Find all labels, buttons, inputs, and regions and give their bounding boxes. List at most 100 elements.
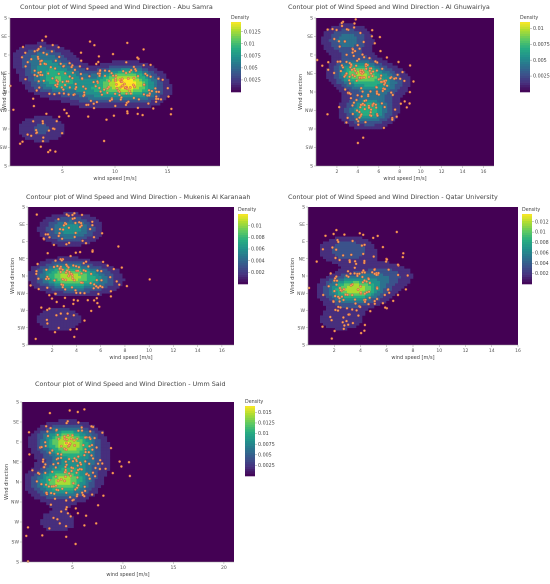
density-cell — [52, 73, 56, 77]
density-cell — [145, 84, 149, 88]
observation-point — [363, 323, 367, 327]
density-cell — [359, 251, 363, 255]
density-cell — [94, 81, 98, 85]
density-cell — [377, 94, 380, 98]
observation-point — [97, 55, 101, 58]
density-cell — [369, 65, 373, 69]
density-cell — [60, 293, 64, 297]
observation-point — [65, 213, 69, 216]
density-cell — [397, 68, 401, 72]
observation-point — [327, 284, 331, 288]
observation-point — [363, 271, 367, 274]
density-cell — [49, 68, 53, 72]
density-cell — [49, 456, 53, 460]
density-cell — [78, 283, 82, 287]
observation-point — [92, 80, 95, 84]
observation-point — [369, 72, 373, 75]
density-cell — [341, 81, 345, 85]
density-cell — [69, 290, 73, 294]
density-cell — [166, 89, 170, 93]
density-cell — [61, 476, 65, 480]
density-cell — [341, 308, 345, 311]
density-cell — [384, 65, 388, 69]
density-cell — [359, 97, 363, 101]
density-cell — [31, 84, 35, 88]
density-cell — [398, 280, 402, 284]
density-cell — [67, 490, 71, 494]
density-cell — [395, 266, 399, 269]
density-cell — [72, 234, 76, 237]
density-cell — [52, 136, 56, 140]
density-cell — [55, 464, 59, 469]
density-cell — [76, 84, 80, 88]
density-cell — [382, 92, 385, 95]
density-cell — [51, 219, 55, 223]
density-cell — [34, 490, 38, 494]
observation-point — [60, 237, 64, 241]
density-cell — [88, 70, 92, 74]
density-cell — [328, 78, 332, 82]
density-cell — [115, 60, 119, 64]
density-cell — [374, 123, 378, 127]
colorbar-step — [238, 256, 248, 259]
density-cell — [366, 49, 370, 53]
density-cell — [28, 278, 32, 282]
observation-point — [374, 103, 378, 107]
density-cell — [70, 476, 74, 480]
density-cell — [61, 482, 65, 486]
density-cell — [371, 97, 375, 101]
density-cell — [389, 266, 393, 269]
density-cell — [350, 246, 354, 250]
observation-point — [355, 71, 359, 75]
density-cell — [43, 70, 47, 74]
density-cell — [61, 419, 65, 423]
chart-title: Contour plot of Wind Speed and Wind Dire… — [20, 3, 213, 11]
observation-point — [71, 264, 75, 267]
density-cell — [31, 81, 35, 85]
density-cell — [366, 36, 370, 40]
density-cell — [64, 502, 68, 506]
chart-umm-said: Contour plot of Wind Speed and Wind Dire… — [0, 378, 275, 584]
density-cell — [89, 263, 94, 267]
density-cell — [331, 25, 335, 29]
density-cell — [387, 105, 391, 109]
density-cell — [54, 216, 58, 220]
density-cell — [78, 234, 82, 237]
density-cell — [359, 60, 363, 64]
density-cell — [329, 273, 333, 277]
density-cell — [88, 73, 92, 77]
density-cell — [397, 107, 401, 111]
observation-point — [45, 112, 48, 116]
density-cell — [95, 261, 99, 264]
colorbar-step — [520, 75, 530, 79]
density-cell — [320, 251, 324, 255]
density-cell — [86, 221, 91, 225]
density-cell — [124, 81, 128, 85]
density-cell — [98, 271, 102, 274]
density-cell — [354, 81, 357, 85]
density-cell — [98, 261, 102, 264]
density-cell — [121, 97, 125, 101]
density-cell — [364, 55, 368, 58]
observation-point — [78, 65, 82, 68]
density-cell — [70, 427, 74, 431]
observation-point — [374, 106, 378, 109]
density-cell — [394, 110, 398, 114]
density-cell — [109, 81, 113, 85]
density-cell — [354, 107, 357, 111]
density-cell — [329, 285, 333, 289]
density-cell — [151, 99, 155, 103]
observation-point — [24, 77, 27, 81]
density-cell — [145, 62, 149, 66]
density-cell — [361, 115, 365, 119]
density-cell — [365, 253, 369, 257]
density-cell — [387, 62, 391, 66]
density-cell — [85, 89, 89, 93]
density-cell — [60, 234, 64, 237]
density-cell — [139, 89, 143, 93]
density-cell — [89, 239, 94, 242]
density-cell — [60, 325, 64, 329]
density-cell — [389, 293, 393, 297]
density-cell — [76, 62, 80, 66]
density-cell — [58, 450, 62, 454]
